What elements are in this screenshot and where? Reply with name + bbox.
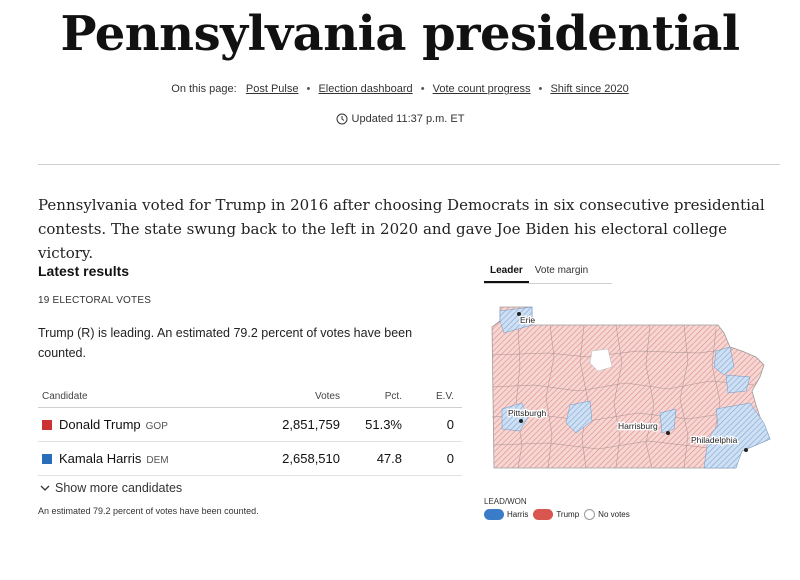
city-label-harrisburg: Harrisburg [618,421,658,431]
candidate-color-swatch [42,419,52,430]
updated-timestamp: Updated 11:37 p.m. ET [0,113,800,125]
link-shift-since-2020[interactable]: Shift since 2020 [550,83,629,95]
table-row: Kamala Harris DEM 2,658,510 47.8 0 [38,441,462,476]
chevron-down-icon [40,485,50,491]
party-label: GOP [145,420,168,432]
legend-item-trump: Trump [533,509,579,520]
candidate-name: Kamala Harris [59,450,142,466]
nav-separator: • [306,83,311,95]
link-vote-count-progress[interactable]: Vote count progress [432,83,531,95]
intro-paragraph: Pennsylvania voted for Trump in 2016 aft… [38,196,765,262]
leading-status: Trump (R) is leading. An estimated 79.2 … [38,326,413,360]
legend-item-no-votes: No votes [584,509,630,520]
page-title: Pennsylvania presidential [60,6,740,62]
legend-label: No votes [598,510,630,519]
link-election-dashboard[interactable]: Election dashboard [318,83,413,95]
col-votes: Votes [238,386,348,408]
on-this-page-label: On this page: [171,83,237,95]
county-map[interactable]: Erie Pittsburgh Harrisburg Philadelphia [488,305,773,475]
votes-cell: 2,851,759 [238,407,348,442]
tab-leader[interactable]: Leader [484,263,529,283]
results-header-row: Candidate Votes Pct. E.V. [38,386,462,408]
pct-cell: 51.3% [348,407,410,442]
show-more-candidates-button[interactable]: Show more candidates [40,481,182,495]
electoral-votes-label: 19 ELECTORAL VOTES [38,295,152,306]
city-label-philadelphia: Philadelphia [691,435,738,445]
tab-underline [484,283,612,284]
harris-counties [499,306,771,469]
counted-footnote: An estimated 79.2 percent of votes have … [38,506,259,516]
city-dot-harrisburg [666,431,670,435]
col-pct: Pct. [348,386,410,408]
state-outline [491,306,771,469]
col-ev: E.V. [410,386,462,408]
city-dot-pittsburgh [519,419,523,423]
candidate-cell: Kamala Harris DEM [38,441,238,476]
updated-text: Updated 11:37 p.m. ET [351,113,465,125]
results-title: Latest results [38,263,130,279]
legend-item-harris: Harris [484,509,528,520]
city-markers [517,312,748,452]
city-label-pittsburgh: Pittsburgh [508,408,547,418]
votes-cell: 2,658,510 [238,441,348,476]
city-dot-philadelphia [744,448,748,452]
clock-icon [336,113,348,125]
show-more-label: Show more candidates [55,481,183,495]
tab-vote-margin[interactable]: Vote margin [534,265,589,276]
city-label-erie: Erie [520,315,535,325]
nav-separator: • [420,83,425,95]
no-votes-swatch [584,509,596,520]
candidate-color-swatch [42,453,52,464]
party-label: DEM [146,454,169,466]
nav-separator: • [538,83,543,95]
ev-cell: 0 [410,441,462,476]
ev-cell: 0 [410,407,462,442]
map-tabs: Leader Vote margin [484,263,594,283]
trump-swatch [533,509,554,520]
legend-title: LEAD/WON [484,497,527,506]
legend-label: Harris [507,510,529,519]
legend-label: Trump [556,510,580,519]
no-votes-county [589,348,613,372]
on-this-page-nav: On this page: Post Pulse • Election dash… [0,83,800,95]
table-row: Donald Trump GOP 2,851,759 51.3% 0 [38,407,462,442]
link-post-pulse[interactable]: Post Pulse [245,83,299,95]
map-legend: Harris Trump No votes [484,509,635,520]
divider [38,164,780,165]
col-candidate: Candidate [38,386,238,408]
candidate-cell: Donald Trump GOP [38,407,238,442]
city-dot-erie [517,312,521,316]
county-lines [491,324,763,469]
harris-swatch [484,509,504,520]
candidate-name: Donald Trump [59,416,141,432]
pct-cell: 47.8 [348,441,410,476]
results-table: Candidate Votes Pct. E.V. Donald Trump GO… [38,386,462,476]
